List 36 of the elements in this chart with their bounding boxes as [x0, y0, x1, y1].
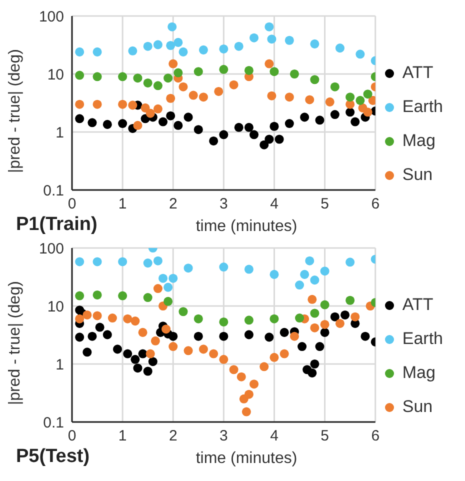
x-axis-title: time (minutes) [194, 450, 298, 468]
legend-label: Mag [402, 363, 436, 382]
legend-label: Sun [402, 165, 433, 184]
legend-label: Sun [402, 397, 433, 416]
y-tick-label: 10 [47, 298, 64, 316]
x-tick-label: 0 [68, 196, 76, 213]
x-tick-label: 0 [68, 428, 76, 445]
text: P5(Test) [16, 446, 90, 468]
text: P1(Train) [16, 214, 98, 236]
legend-label: ATT [402, 63, 434, 82]
y-tick-label: 0.1 [43, 182, 64, 200]
legend-label: Earth [402, 97, 443, 116]
legend-label: Mag [402, 131, 436, 150]
y-tick-label: 0.1 [43, 414, 64, 432]
y-tick-label: 1 [56, 356, 64, 374]
x-tick-label: 4 [270, 428, 278, 445]
y-tick-label: 100 [38, 8, 64, 26]
legend-label: Earth [402, 329, 443, 348]
legend-label: ATT [402, 295, 434, 314]
y-tick-label: 10 [47, 66, 64, 84]
x-tick-label: 4 [270, 196, 278, 213]
x-tick-label: 5 [320, 428, 329, 445]
x-tick-label: 3 [220, 428, 228, 445]
y-tick-label: 1 [56, 124, 64, 142]
y-axis-title: |pred - true| (deg) [6, 49, 24, 173]
x-tick-label: 3 [220, 196, 228, 213]
x-tick-label: 1 [118, 428, 127, 445]
y-axis-title: |pred - true| (deg) [6, 281, 24, 405]
y-tick-label: 100 [38, 240, 64, 258]
x-tick-label: 1 [118, 196, 127, 213]
x-tick-label: 5 [320, 196, 329, 213]
x-tick-label: 6 [371, 428, 380, 445]
x-axis-title: time (minutes) [194, 218, 298, 236]
x-tick-label: 6 [371, 196, 380, 213]
x-tick-label: 2 [168, 196, 178, 213]
x-tick-label: 2 [168, 428, 178, 445]
